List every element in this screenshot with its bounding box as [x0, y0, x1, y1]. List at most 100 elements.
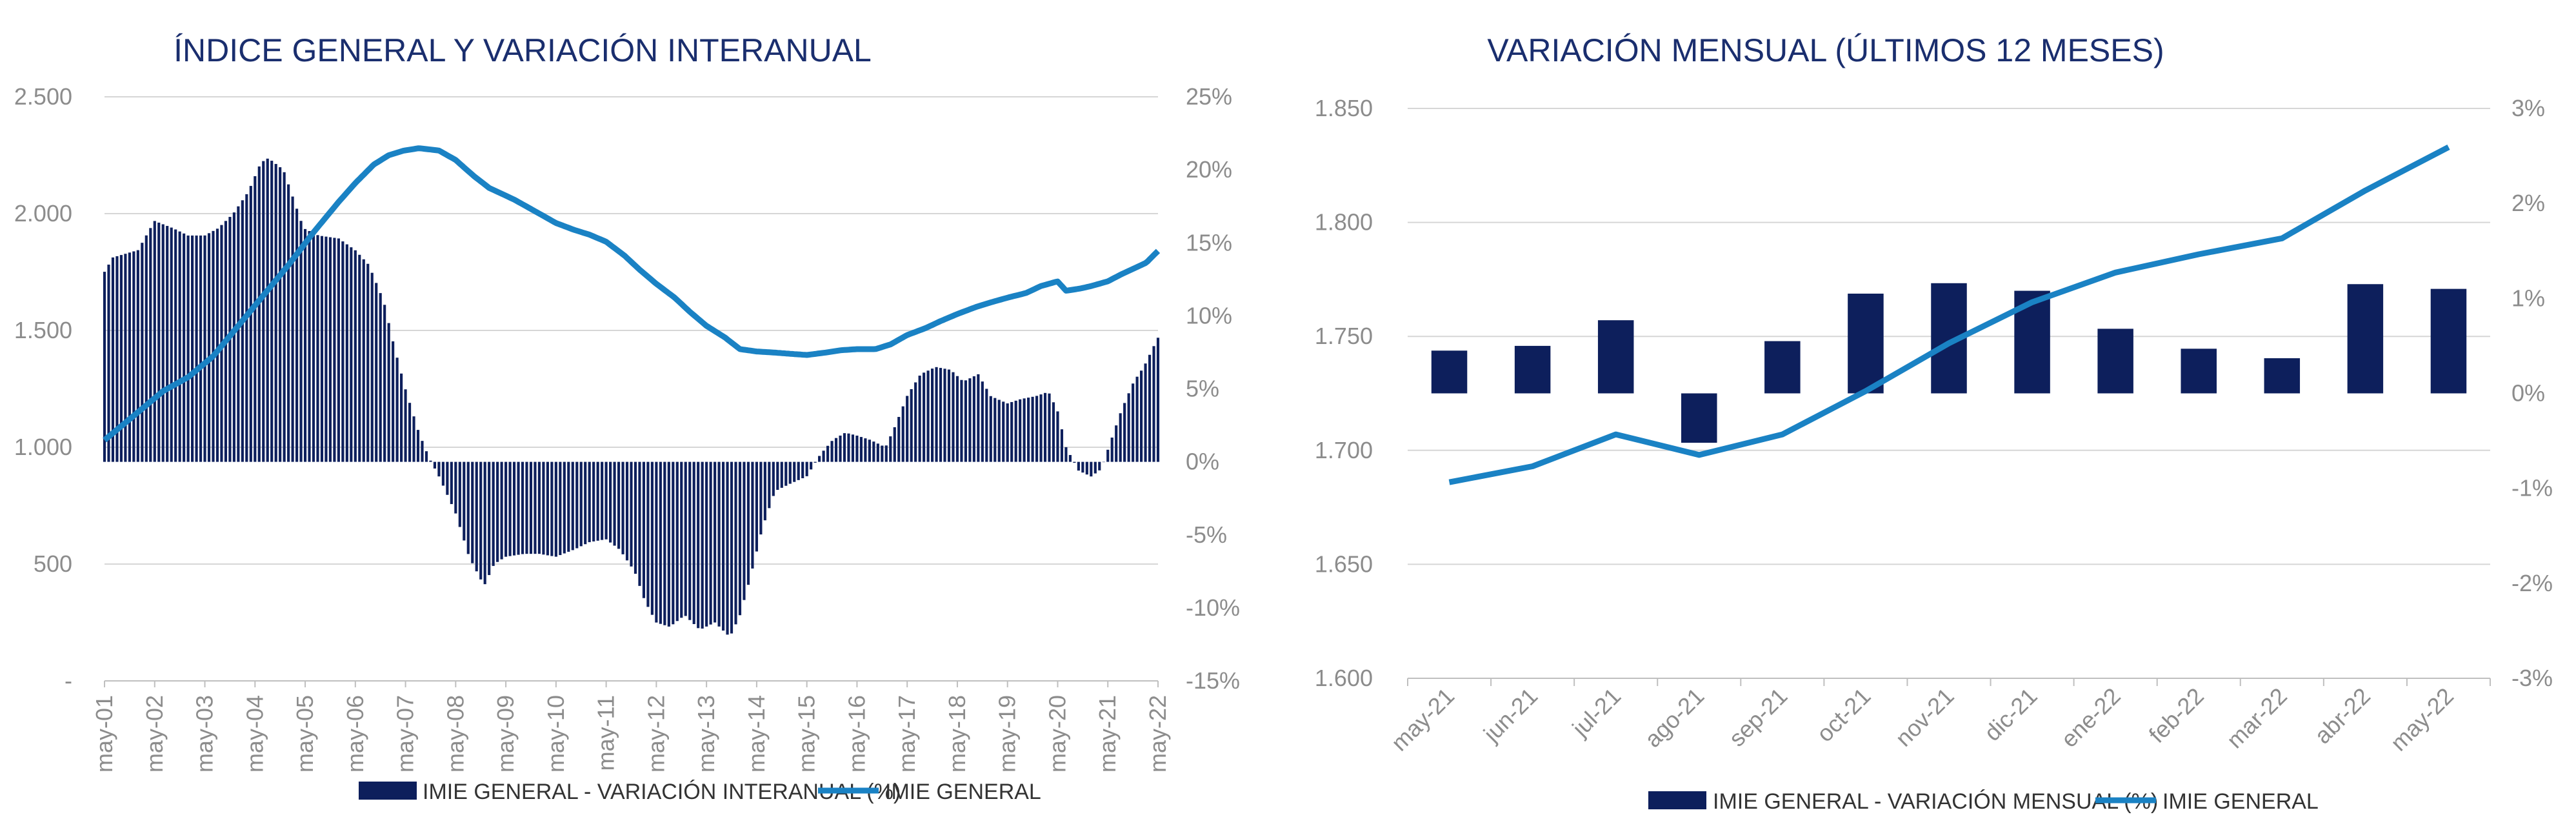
bar: [730, 461, 734, 634]
bar: [634, 461, 637, 574]
bar: [262, 161, 265, 462]
x-tick-label: may-05: [292, 695, 318, 773]
right-tick-label: 0%: [2511, 380, 2545, 407]
bar: [404, 389, 407, 462]
bar: [939, 368, 943, 462]
right-tick-label: 1%: [2511, 285, 2545, 311]
chart-1-legend-line-label: IMIE GENERAL: [885, 780, 1041, 804]
bar: [270, 161, 274, 462]
bar: [688, 461, 692, 620]
bar: [968, 378, 972, 462]
bar: [584, 461, 587, 545]
bar: [609, 461, 612, 543]
bar: [680, 461, 683, 618]
bar: [525, 461, 528, 554]
bar: [646, 461, 650, 607]
bar: [872, 441, 875, 462]
chart-1-legend: IMIE GENERAL - VARIACIÓN INTERANUAL (%) …: [359, 780, 1041, 804]
bar: [1093, 461, 1097, 474]
bar: [763, 461, 766, 521]
bar: [354, 250, 357, 462]
bar: [659, 461, 662, 624]
x-tick-label: may-15: [794, 695, 820, 773]
right-tick-label: 0%: [1186, 449, 1219, 475]
bar: [1035, 396, 1039, 462]
bar: [1123, 403, 1126, 462]
bar: [358, 254, 361, 462]
bar: [918, 376, 921, 462]
bar: [424, 451, 428, 462]
bar: [534, 461, 537, 554]
bar: [174, 229, 177, 462]
bar: [1019, 399, 1022, 462]
bar: [801, 461, 804, 479]
chart-2-title: VARIACIÓN MENSUAL (ÚLTIMOS 12 MESES): [1487, 32, 2164, 68]
bar: [755, 461, 758, 552]
chart-2-x-axis: [1407, 678, 2491, 686]
bar: [1140, 370, 1143, 462]
bar: [960, 379, 963, 462]
bar: [864, 438, 867, 462]
bar: [136, 250, 139, 462]
bar: [1077, 461, 1080, 471]
bar: [1043, 392, 1047, 462]
bar: [245, 194, 248, 462]
left-tick-label: 1.800: [1315, 209, 1373, 236]
x-tick-label: may-21: [1386, 683, 1459, 756]
x-tick-label: may-16: [843, 695, 870, 773]
bar: [717, 461, 721, 627]
bar: [1156, 338, 1160, 462]
legend-bar-swatch: [359, 782, 417, 800]
right-tick-label: -5%: [1186, 521, 1227, 548]
bar-may-21: [1431, 350, 1468, 394]
bar: [475, 461, 478, 572]
bar: [621, 461, 624, 554]
bar: [889, 436, 892, 462]
bar: [157, 222, 161, 462]
bar: [947, 369, 951, 462]
bar-jun-21: [1514, 345, 1551, 394]
bar: [655, 461, 658, 623]
bar: [780, 461, 783, 488]
bar: [751, 461, 754, 569]
bar: [972, 376, 975, 462]
bar: [287, 184, 290, 462]
bar: [149, 228, 152, 462]
bar: [341, 241, 344, 462]
bar: [215, 228, 219, 462]
bar: [546, 461, 549, 556]
bar: [500, 461, 503, 560]
bar: [859, 437, 863, 462]
bar-ago-21: [1681, 393, 1717, 443]
chart-1-bars: [103, 158, 1160, 635]
chart-1-x-axis: [104, 680, 1159, 687]
x-tick-label: jul-21: [1566, 683, 1626, 742]
bar: [910, 389, 913, 462]
bar: [738, 461, 742, 616]
bar: [839, 435, 842, 462]
bar-abr-22: [2347, 284, 2384, 394]
bar: [893, 427, 896, 462]
bar-may-22: [2430, 288, 2467, 394]
bar: [186, 235, 190, 462]
bar: [299, 221, 303, 462]
left-tick-label: 1.650: [1315, 551, 1373, 577]
bar: [1102, 461, 1105, 463]
bar: [701, 461, 704, 629]
bar: [952, 372, 955, 462]
bar: [684, 461, 687, 616]
bar: [550, 461, 554, 556]
bar: [721, 461, 725, 631]
x-tick-label: may-18: [944, 695, 970, 773]
bar: [1014, 400, 1017, 462]
bar: [1090, 461, 1093, 477]
bar: [166, 226, 169, 462]
x-tick-label: dic-21: [1979, 683, 2042, 746]
x-tick-label: may-17: [894, 695, 920, 773]
bar: [128, 252, 131, 462]
left-tick-label: 1.850: [1315, 95, 1373, 121]
chart-2-bars: [1431, 283, 2467, 443]
bar: [421, 441, 424, 462]
bar: [345, 244, 348, 462]
bar: [454, 461, 457, 514]
